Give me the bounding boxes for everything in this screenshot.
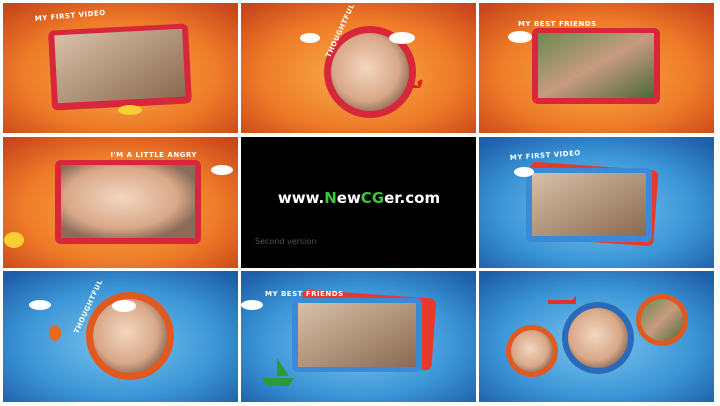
photo (298, 303, 416, 367)
site-url: www.NewCGer.com (278, 189, 440, 207)
url-part: er.com (384, 189, 440, 207)
duck-toy (118, 105, 142, 115)
caption: I'M A LITTLE ANGRY (110, 151, 197, 159)
cloud (211, 165, 233, 175)
url-part: www. (278, 189, 324, 207)
url-part: CG (361, 189, 384, 207)
photo (54, 28, 186, 104)
cloud (241, 300, 263, 310)
cloud (389, 32, 415, 44)
photo (568, 308, 628, 368)
cloud (112, 300, 136, 312)
photo (532, 173, 646, 236)
cloud (514, 167, 534, 177)
photo (538, 33, 654, 98)
airplane (548, 296, 576, 304)
photo (93, 299, 167, 373)
caption: MY BEST FRIENDS (518, 20, 597, 28)
photo (511, 330, 553, 372)
duck-toy (4, 232, 24, 248)
cloud (508, 31, 532, 43)
photo (331, 33, 409, 111)
caption: MY BEST FRIENDS (265, 290, 344, 298)
version-note: Second version (255, 237, 316, 246)
sailboat (262, 358, 294, 386)
photo (61, 165, 195, 238)
url-part: ew (337, 189, 361, 207)
heart (410, 79, 423, 88)
panel-background (241, 137, 476, 268)
cloud (300, 33, 320, 43)
photo (641, 299, 683, 341)
url-part: N (324, 189, 337, 207)
balloon (49, 325, 61, 341)
cloud (29, 300, 51, 310)
